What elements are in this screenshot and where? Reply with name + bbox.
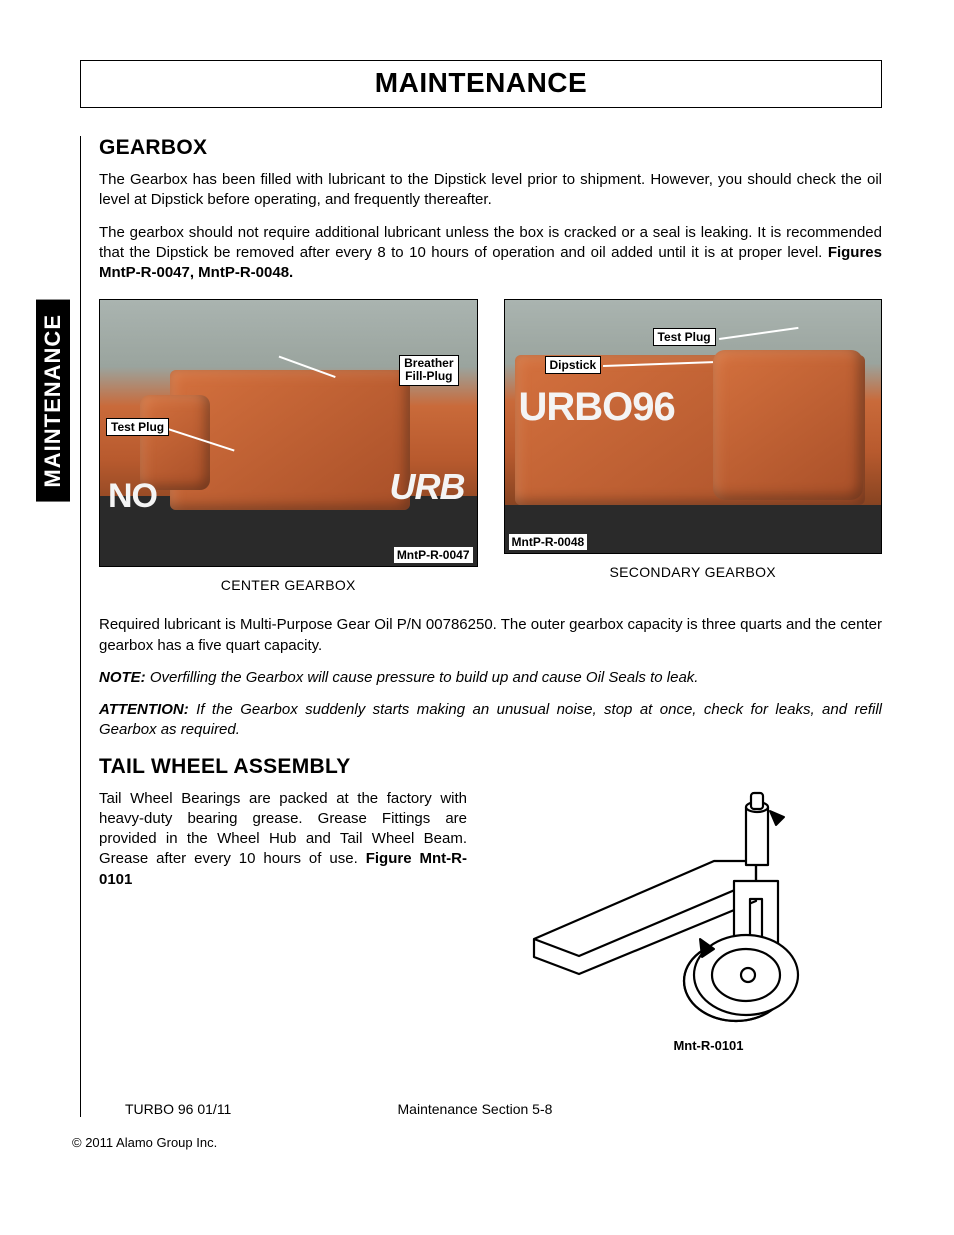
- gearbox-p1: The Gearbox has been filled with lubrica…: [99, 170, 882, 211]
- label-fillplug: Fill-Plug: [405, 369, 452, 383]
- machine-text-no: NO: [108, 477, 157, 516]
- footer-mid: Maintenance Section 5-8: [398, 1101, 882, 1117]
- label-dipstick: Dipstick: [545, 356, 602, 374]
- figure-secondary-gearbox: URBO96 Test Plug Dipstick MntP-R-0048 SE…: [504, 299, 883, 593]
- footer-left: TURBO 96 01/11: [125, 1101, 398, 1117]
- page-footer: TURBO 96 01/11 Maintenance Section 5-8: [99, 1101, 882, 1117]
- note-text: Overfilling the Gearbox will cause press…: [146, 669, 699, 686]
- machine-text-urbo96: URBO96: [519, 385, 675, 430]
- gearbox-attention: ATTENTION: If the Gearbox suddenly start…: [99, 700, 882, 741]
- figures-row: NO URB Breather Fill-Plug Test Plug MntP…: [99, 299, 882, 593]
- label-breather-fillplug: Breather Fill-Plug: [399, 355, 458, 385]
- gearbox-p2-text: The gearbox should not require additiona…: [99, 224, 882, 261]
- tailwheel-row: Tail Wheel Bearings are packed at the fa…: [99, 789, 882, 1053]
- page-title: MAINTENANCE: [81, 67, 881, 99]
- gearbox-heading: GEARBOX: [99, 136, 882, 160]
- figure-center-gearbox: NO URB Breather Fill-Plug Test Plug MntP…: [99, 299, 478, 593]
- title-box: MAINTENANCE: [80, 60, 882, 108]
- caption-b: SECONDARY GEARBOX: [504, 564, 883, 580]
- label-testplug-a: Test Plug: [106, 418, 169, 436]
- gearbox-p2: The gearbox should not require additiona…: [99, 223, 882, 284]
- tailwheel-diagram: [524, 789, 844, 1029]
- copyright: © 2011 Alamo Group Inc.: [72, 1135, 882, 1150]
- side-tab: MAINTENANCE: [36, 300, 70, 502]
- tailwheel-heading: TAIL WHEEL ASSEMBLY: [99, 755, 882, 779]
- label-testplug-b: Test Plug: [653, 328, 716, 346]
- photo-secondary-gearbox: URBO96 Test Plug Dipstick MntP-R-0048: [504, 299, 883, 554]
- label-breather: Breather: [404, 356, 453, 370]
- photo-center-gearbox: NO URB Breather Fill-Plug Test Plug MntP…: [99, 299, 478, 567]
- caption-a: CENTER GEARBOX: [99, 577, 478, 593]
- note-label: NOTE:: [99, 669, 146, 686]
- tailwheel-fig-id: Mnt-R-0101: [485, 1038, 882, 1053]
- machine-text-urb: URB: [390, 466, 465, 508]
- gearbox-p3: Required lubricant is Multi-Purpose Gear…: [99, 615, 882, 656]
- content-area: GEARBOX The Gearbox has been filled with…: [80, 136, 882, 1117]
- fig-id-a: MntP-R-0047: [394, 547, 473, 563]
- attn-label: ATTENTION:: [99, 701, 189, 718]
- attn-text: If the Gearbox suddenly starts making an…: [99, 701, 882, 738]
- tailwheel-p: Tail Wheel Bearings are packed at the fa…: [99, 789, 467, 890]
- fig-id-b: MntP-R-0048: [509, 534, 588, 550]
- gearbox-note: NOTE: Overfilling the Gearbox will cause…: [99, 668, 882, 688]
